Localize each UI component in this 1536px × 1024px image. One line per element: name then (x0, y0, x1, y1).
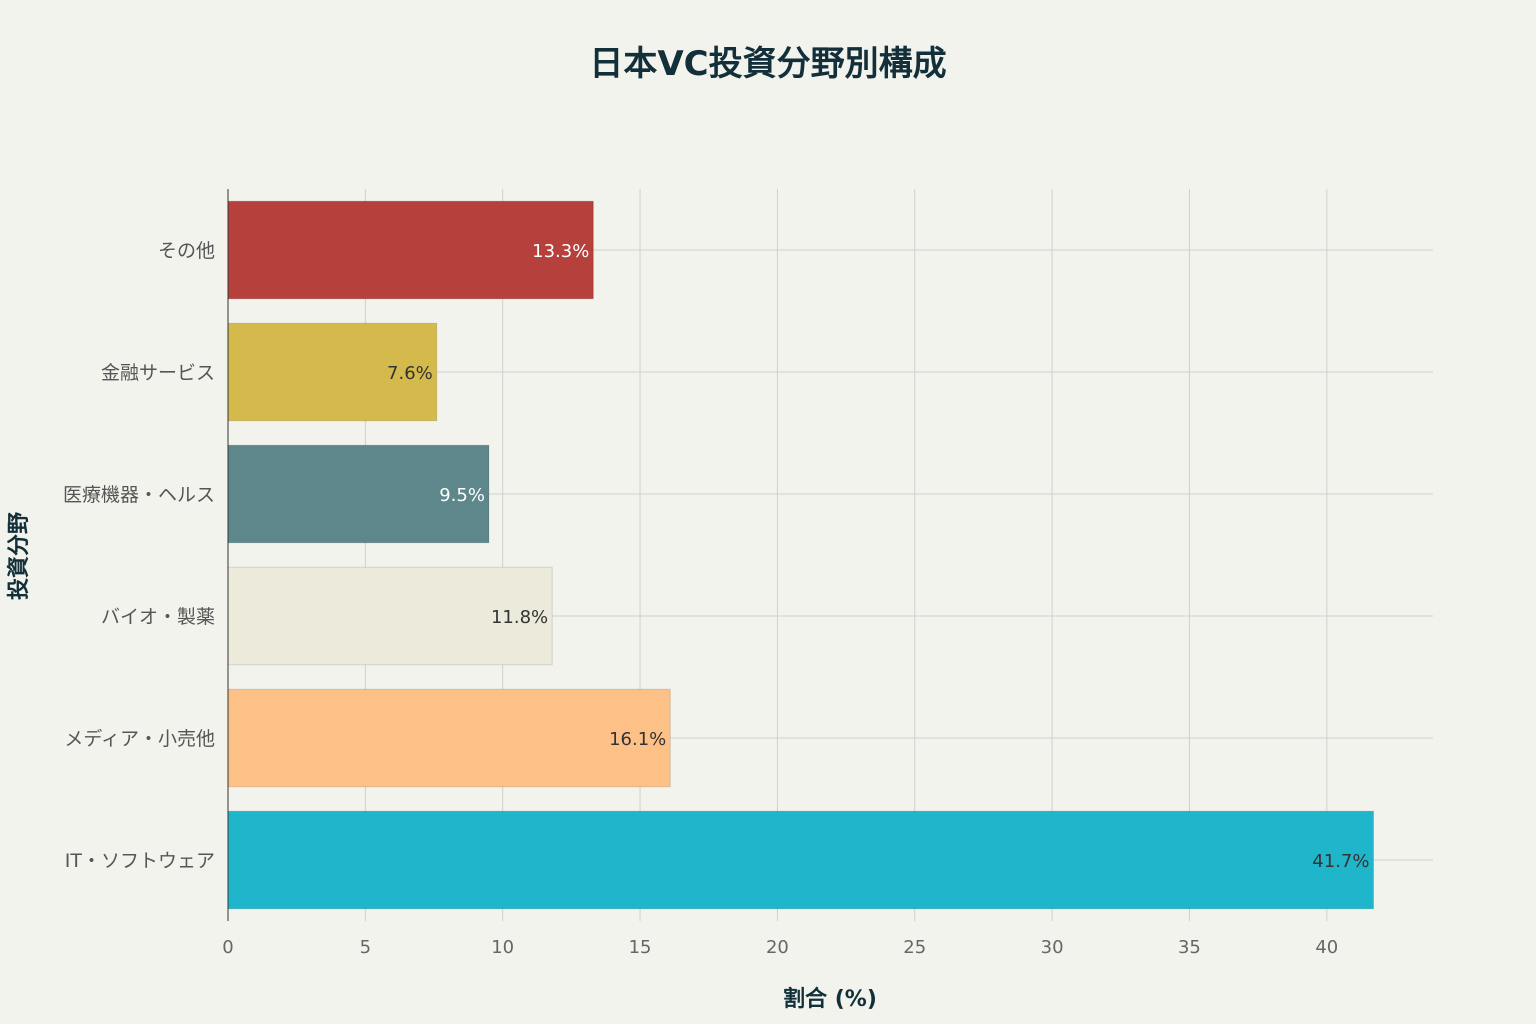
x-tick-label: 35 (1178, 937, 1201, 958)
bar (227, 810, 1374, 910)
category-label: メディア・小売他 (64, 728, 215, 750)
category-label: IT・ソフトウェア (65, 850, 215, 872)
category-label: バイオ・製薬 (101, 606, 215, 628)
data-label: 13.3% (532, 241, 589, 262)
bar (227, 200, 594, 300)
category-label: 金融サービス (101, 362, 215, 384)
x-tick-label: 25 (903, 937, 926, 958)
chart-title: 日本VC投資分野別構成 (589, 44, 946, 84)
bar (227, 444, 490, 544)
data-label: 11.8% (491, 607, 548, 628)
data-label: 16.1% (609, 729, 666, 750)
x-tick-label: 15 (629, 937, 652, 958)
x-tick-label: 30 (1041, 937, 1064, 958)
bar (227, 322, 438, 422)
y-axis-title: 投資分野 (6, 512, 32, 600)
bars (227, 200, 1374, 910)
x-tick-label: 40 (1315, 937, 1338, 958)
data-label: 7.6% (387, 363, 433, 384)
bar (227, 566, 553, 666)
data-label: 9.5% (439, 485, 485, 506)
category-label: その他 (158, 240, 215, 262)
x-tick-label: 0 (222, 937, 233, 958)
category-label: 医療機器・ヘルス (63, 484, 215, 506)
data-labels: 13.3% 7.6% 9.5% 11.8% 16.1% 41.7% (387, 241, 1369, 872)
tick-labels: 0 5 10 15 20 25 30 35 40 (222, 937, 1338, 958)
x-tick-label: 20 (766, 937, 789, 958)
x-axis-title: 割合 (%) (783, 986, 877, 1012)
bar (227, 688, 671, 788)
x-tick-label: 10 (491, 937, 514, 958)
x-tick-label: 5 (360, 937, 371, 958)
data-label: 41.7% (1312, 851, 1369, 872)
